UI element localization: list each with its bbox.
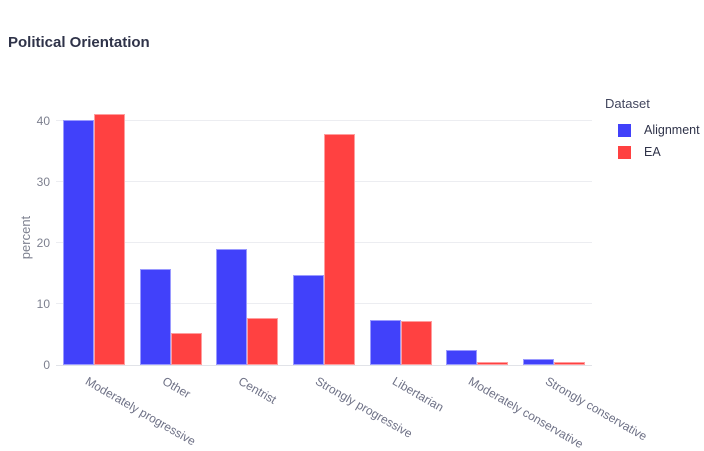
bar-alignment-moderately-progressive[interactable] — [63, 120, 95, 365]
x-tick-label-other: Other — [159, 374, 193, 402]
legend: Dataset Alignment EA — [605, 96, 700, 163]
x-tick-label-centrist: Centrist — [236, 374, 280, 407]
legend-swatch-ea — [618, 145, 631, 159]
y-tick-label-0: 0 — [43, 358, 50, 372]
bar-ea-centrist[interactable] — [247, 318, 279, 365]
x-tick-label-libertarian: Libertarian — [389, 374, 446, 415]
legend-label-alignment: Alignment — [644, 123, 700, 137]
legend-title: Dataset — [605, 96, 650, 111]
y-tick-label-10: 10 — [36, 296, 50, 311]
chart-title: Political Orientation — [8, 34, 150, 51]
legend-item-ea[interactable]: EA — [605, 141, 700, 163]
legend-label-ea: EA — [644, 145, 661, 159]
legend-swatch-alignment — [618, 123, 631, 137]
bar-ea-other[interactable] — [170, 333, 202, 365]
bar-ea-moderately-conservative[interactable] — [477, 362, 509, 365]
legend-item-alignment[interactable]: Alignment — [605, 119, 700, 141]
y-tick-label-40: 40 — [36, 113, 50, 128]
bar-alignment-libertarian[interactable] — [369, 320, 401, 365]
bar-alignment-other[interactable] — [139, 269, 171, 365]
gridline-y-0 — [56, 364, 592, 366]
y-tick-label-20: 20 — [36, 235, 50, 250]
bar-ea-strongly-conservative[interactable] — [553, 362, 585, 365]
bar-alignment-moderately-conservative[interactable] — [446, 350, 478, 365]
bar-ea-libertarian[interactable] — [400, 321, 432, 365]
bar-alignment-strongly-progressive[interactable] — [293, 275, 324, 365]
bar-ea-strongly-progressive[interactable] — [324, 134, 355, 365]
bar-ea-moderately-progressive[interactable] — [94, 114, 126, 365]
bar-alignment-strongly-conservative[interactable] — [522, 359, 554, 365]
gridline-y-40 — [56, 120, 592, 122]
y-tick-label-30: 30 — [36, 174, 50, 189]
bar-alignment-centrist[interactable] — [216, 249, 248, 365]
